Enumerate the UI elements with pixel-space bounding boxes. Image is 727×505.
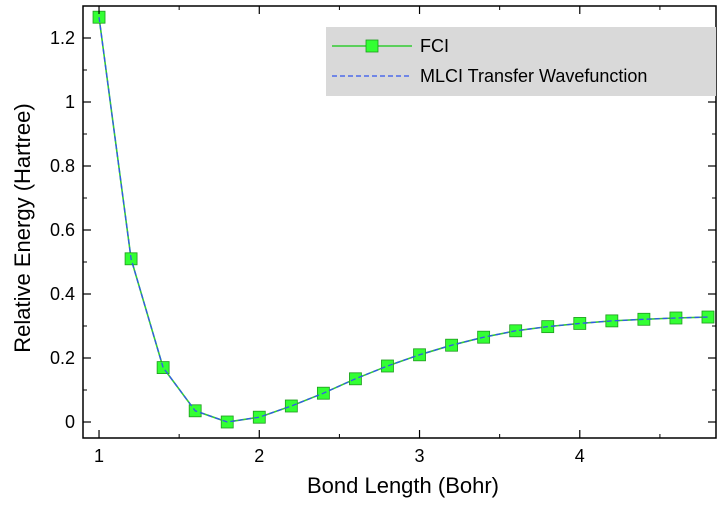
y-axis-label: Relative Energy (Hartree)	[10, 103, 35, 352]
legend-label: FCI	[420, 36, 449, 56]
plot-layer	[92, 10, 715, 429]
y-tick-label: 0.2	[50, 348, 75, 368]
y-tick-label: 0.6	[50, 220, 75, 240]
y-tick-label: 1	[65, 92, 75, 112]
y-tick-label: 0.8	[50, 156, 75, 176]
series-line-2	[98, 17, 709, 423]
x-tick-label: 2	[254, 446, 264, 466]
legend-swatch-marker	[365, 39, 379, 53]
legend: FCI MLCI Transfer Wavefunction	[326, 27, 716, 96]
x-tick-label: 3	[415, 446, 425, 466]
data-point	[701, 310, 715, 324]
x-tick-label: 1	[94, 446, 104, 466]
data-point	[381, 359, 394, 373]
legend-box	[326, 27, 716, 96]
y-tick-label: 0	[65, 412, 75, 432]
data-point	[156, 361, 170, 375]
x-axis-label: Bond Length (Bohr)	[307, 473, 499, 498]
x-tick-label: 4	[575, 446, 585, 466]
plot-frame	[82, 5, 717, 439]
data-point	[284, 399, 298, 413]
axes: 0 0.2 0.4 0.6 0.8 1 1.2 1 2 3 4	[50, 5, 717, 466]
data-point	[252, 410, 266, 424]
y-tick-label: 1.2	[50, 28, 75, 48]
legend-label: MLCI Transfer Wavefunction	[420, 66, 647, 86]
y-tick-label: 0.4	[50, 284, 75, 304]
